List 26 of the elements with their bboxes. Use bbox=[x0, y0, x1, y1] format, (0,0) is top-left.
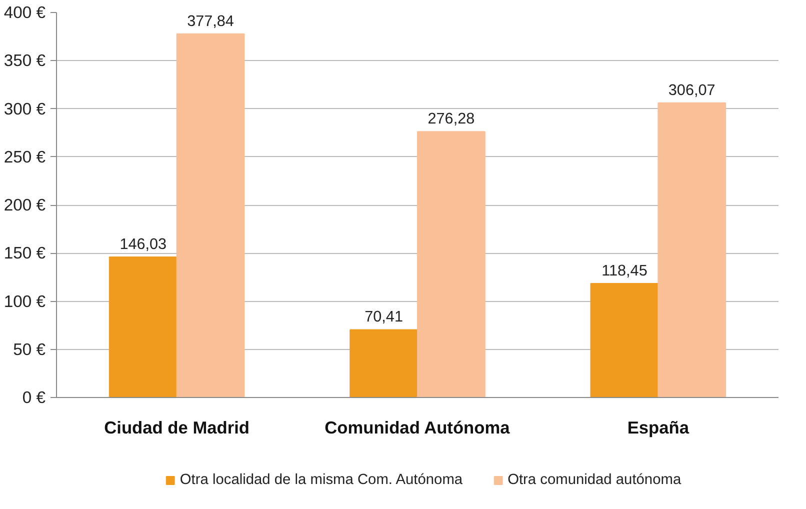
legend-label: Otra localidad de la misma Com. Autónoma bbox=[180, 472, 463, 488]
y-tick-label: 250 € bbox=[4, 147, 46, 166]
x-tick-label: España bbox=[627, 418, 690, 438]
y-tick-label: 100 € bbox=[4, 292, 46, 311]
x-tick-label: Comunidad Autónoma bbox=[324, 418, 510, 438]
legend-label: Otra comunidad autónoma bbox=[508, 472, 682, 488]
y-tick-label: 0 € bbox=[22, 388, 46, 407]
data-label: 70,41 bbox=[364, 308, 403, 326]
y-tick-label: 350 € bbox=[4, 51, 46, 70]
data-label: 377,84 bbox=[187, 12, 234, 30]
bar bbox=[108, 256, 178, 398]
data-label: 276,28 bbox=[428, 110, 475, 128]
bar bbox=[590, 282, 659, 398]
data-label: 306,07 bbox=[668, 82, 716, 99]
y-tick-label: 200 € bbox=[4, 196, 46, 214]
y-tick-label: 300 € bbox=[4, 99, 46, 118]
data-label: 146,03 bbox=[120, 236, 167, 253]
y-tick-label: 400 € bbox=[4, 3, 46, 22]
y-tick-label: 150 € bbox=[4, 244, 46, 263]
y-tick-label: 50 € bbox=[13, 340, 46, 359]
bar bbox=[176, 33, 245, 398]
bar bbox=[658, 102, 726, 398]
data-label: 118,45 bbox=[602, 262, 648, 280]
bar bbox=[350, 329, 418, 398]
x-tick-label: Ciudad de Madrid bbox=[104, 418, 250, 438]
bar bbox=[417, 131, 486, 398]
